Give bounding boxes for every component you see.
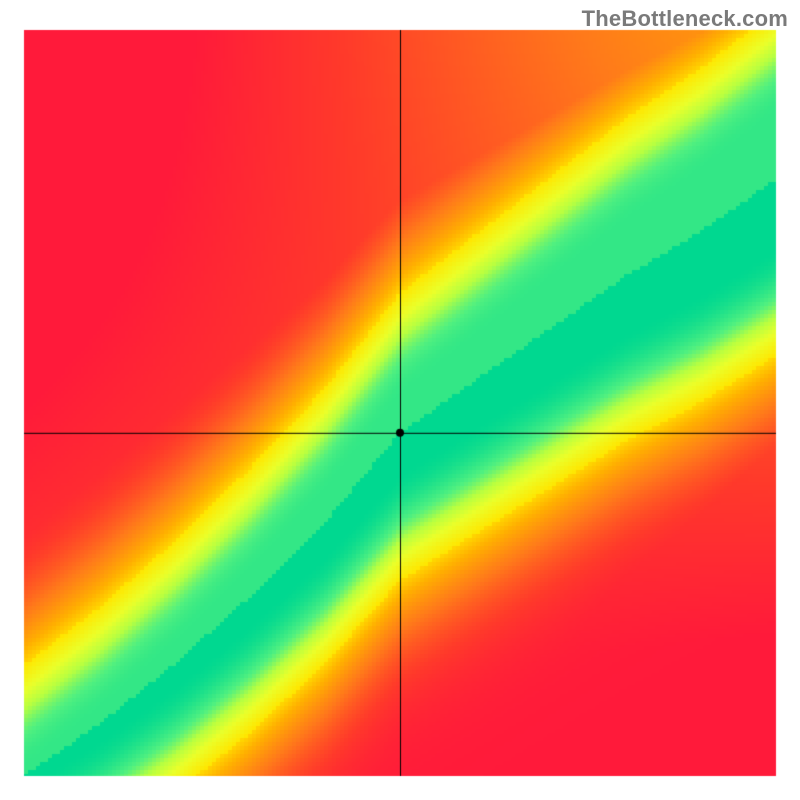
heatmap-canvas	[0, 0, 800, 800]
watermark-text: TheBottleneck.com	[582, 6, 788, 32]
chart-container: TheBottleneck.com	[0, 0, 800, 800]
